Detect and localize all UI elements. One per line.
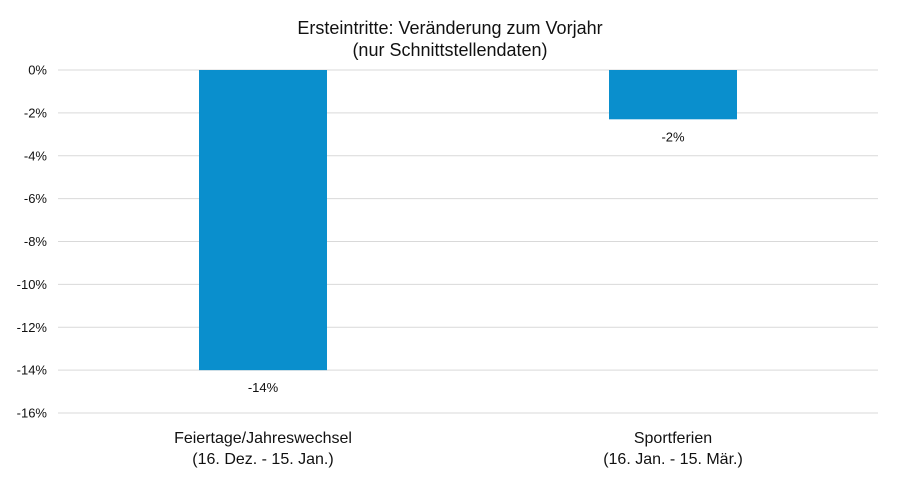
y-tick-label: -12%: [17, 320, 48, 335]
y-tick-label: -16%: [17, 406, 48, 421]
category-label: Feiertage/Jahreswechsel: [174, 430, 352, 447]
bar: [609, 70, 737, 120]
y-tick-label: -2%: [24, 105, 48, 120]
data-labels: -14% -2%: [248, 129, 685, 395]
chart-title-line-1: Ersteintritte: Veränderung zum Vorjahr: [297, 18, 602, 38]
data-label: -14%: [248, 380, 279, 395]
category-label: Sportferien: [634, 430, 712, 447]
category-label: (16. Jan. - 15. Mär.): [603, 451, 743, 468]
y-tick-label: 0%: [28, 63, 47, 78]
y-tick-label: -10%: [17, 277, 48, 292]
y-axis-tick-labels: 0% -2% -4% -6% -8% -10% -12% -14% -16%: [17, 63, 48, 421]
grid-lines: [58, 69, 878, 414]
category-label: (16. Dez. - 15. Jan.): [192, 451, 333, 468]
y-tick-label: -6%: [24, 191, 48, 206]
y-tick-label: -14%: [17, 363, 48, 378]
y-tick-label: -4%: [24, 148, 48, 163]
data-label: -2%: [661, 129, 685, 144]
y-tick-label: -8%: [24, 234, 48, 249]
bar: [199, 70, 327, 371]
chart-title-line-2: (nur Schnittstellendaten): [352, 40, 547, 60]
bars: [199, 70, 737, 371]
x-axis-category-labels: Feiertage/Jahreswechsel (16. Dez. - 15. J…: [174, 430, 743, 468]
chart-title: Ersteintritte: Veränderung zum Vorjahr (…: [297, 18, 602, 60]
